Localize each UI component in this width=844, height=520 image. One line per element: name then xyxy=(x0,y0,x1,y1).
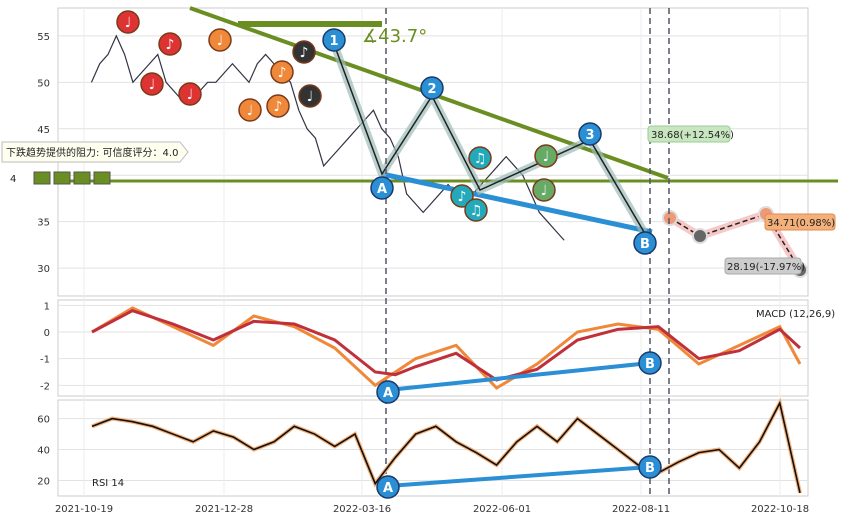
y-tick-label: 50 xyxy=(37,78,50,89)
y-tick-label: 0 xyxy=(44,328,50,339)
support-trend-line xyxy=(381,171,653,235)
y-tick-label: -1 xyxy=(40,355,50,366)
note-marker xyxy=(238,98,262,122)
wave-label-marker xyxy=(420,76,444,100)
y-tick-label: 30 xyxy=(37,264,50,275)
forecast-label-2: 34.71(0.98%) xyxy=(764,213,836,231)
forecast-label-1: 38.68(+12.54%) xyxy=(647,125,734,143)
rsi-divergence-label: B xyxy=(645,461,655,476)
wave-label-marker xyxy=(370,176,394,200)
macd-divergence-line xyxy=(387,361,651,392)
wave-label: 3 xyxy=(585,128,594,143)
note-marker-glyph: ♩ xyxy=(247,103,254,119)
svg-text:38.68(+12.54%): 38.68(+12.54%) xyxy=(651,130,734,141)
wave-label: 2 xyxy=(427,82,436,97)
note-marker xyxy=(140,72,164,96)
note-marker xyxy=(468,146,492,170)
macd-series-0 xyxy=(91,306,802,390)
note-marker-glyph: ♪ xyxy=(278,65,287,81)
y-tick-label: 20 xyxy=(37,477,50,488)
note-marker xyxy=(266,94,290,118)
wave-label: A xyxy=(377,182,387,197)
y-tick-label: 60 xyxy=(37,415,50,426)
note-marker-glyph: ♪ xyxy=(300,45,309,61)
y-tick-label: 40 xyxy=(37,446,50,457)
macd-divergence-marker xyxy=(376,380,400,404)
note-marker-glyph: ♩ xyxy=(217,33,224,49)
macd-title: MACD (12,26,9) xyxy=(756,309,835,320)
x-tick-label: 2021-10-19 xyxy=(55,504,113,515)
forecast-point xyxy=(692,228,708,244)
rating-stars xyxy=(33,171,111,185)
rating-count: 4 xyxy=(10,174,16,185)
rsi-divergence-label: A xyxy=(383,481,393,496)
note-marker-glyph: ♪ xyxy=(458,189,467,205)
wave-label-marker xyxy=(322,28,346,52)
wave-label: 1 xyxy=(329,34,338,49)
forecast-label-3: 28.19(-17.97%) xyxy=(724,257,805,275)
x-tick-label: 2022-08-11 xyxy=(612,504,670,515)
wave-label-marker xyxy=(633,231,657,255)
note-marker xyxy=(116,10,140,34)
resistance-rating-box: 下跌趋势提供的阻力: 可信度评分：4.0 xyxy=(1,141,189,163)
forecast-point xyxy=(662,210,678,226)
note-marker xyxy=(292,40,316,64)
x-tick-label: 2022-10-18 xyxy=(751,504,809,515)
note-marker-glyph: ♩ xyxy=(149,77,156,93)
rsi-divergence-line xyxy=(387,465,651,488)
rsi-panel xyxy=(57,399,809,497)
macd-divergence-label: B xyxy=(645,357,655,372)
note-marker xyxy=(270,60,294,84)
wave-label: B xyxy=(640,237,650,252)
rsi-divergence-marker xyxy=(638,455,662,479)
svg-text:28.19(-17.97%): 28.19(-17.97%) xyxy=(727,262,805,273)
note-marker-glyph: ♪ xyxy=(274,99,283,115)
macd-divergence-label: A xyxy=(383,386,393,401)
note-marker-glyph: ♫ xyxy=(470,203,483,219)
note-marker-glyph: ♩ xyxy=(543,149,550,165)
macd-series-1 xyxy=(91,309,802,382)
x-tick-label: 2022-03-16 xyxy=(333,504,391,515)
y-tick-label: -2 xyxy=(40,381,50,392)
rsi-title: RSI 14 xyxy=(92,478,124,489)
note-marker xyxy=(178,82,202,106)
note-marker xyxy=(450,184,474,208)
note-marker-glyph: ♪ xyxy=(166,37,175,53)
y-tick-label: 45 xyxy=(37,125,50,136)
note-marker-glyph: ♩ xyxy=(187,87,194,103)
rsi-layer: AB xyxy=(91,397,802,499)
x-tick-label: 2022-06-01 xyxy=(473,504,531,515)
note-marker-glyph: ♩ xyxy=(307,89,314,105)
note-marker-glyph: ♩ xyxy=(125,15,132,31)
rsi-series-line xyxy=(91,400,801,494)
macd-layer: AB xyxy=(91,306,802,404)
macd-panel xyxy=(57,299,809,397)
trend-angle-label: ∡43.7° xyxy=(362,26,427,47)
note-marker-glyph: ♫ xyxy=(474,151,487,167)
note-marker xyxy=(464,198,488,222)
y-tick-label: 35 xyxy=(37,218,50,229)
y-tick-label: 1 xyxy=(44,301,50,312)
x-tick-label: 2021-12-28 xyxy=(195,504,253,515)
rsi-divergence-marker xyxy=(376,475,400,499)
note-marker xyxy=(534,144,558,168)
y-tick-label: 55 xyxy=(37,32,50,43)
note-marker xyxy=(208,28,232,52)
wave-path-inner xyxy=(333,43,645,233)
note-marker-glyph: ♩ xyxy=(541,183,548,199)
macd-divergence-marker xyxy=(638,351,662,375)
note-marker xyxy=(532,178,556,202)
svg-text:34.71(0.98%): 34.71(0.98%) xyxy=(767,218,835,229)
note-marker xyxy=(158,32,182,56)
x-tick-labels: 2021-10-19 2021-12-28 2022-03-16 2022-06-01… xyxy=(55,504,809,515)
note-marker xyxy=(298,84,322,108)
resistance-rating-label: 下跌趋势提供的阻力: 可信度评分：4.0 xyxy=(6,146,178,159)
wave-label-marker xyxy=(578,122,602,146)
forecast-path xyxy=(669,213,801,271)
